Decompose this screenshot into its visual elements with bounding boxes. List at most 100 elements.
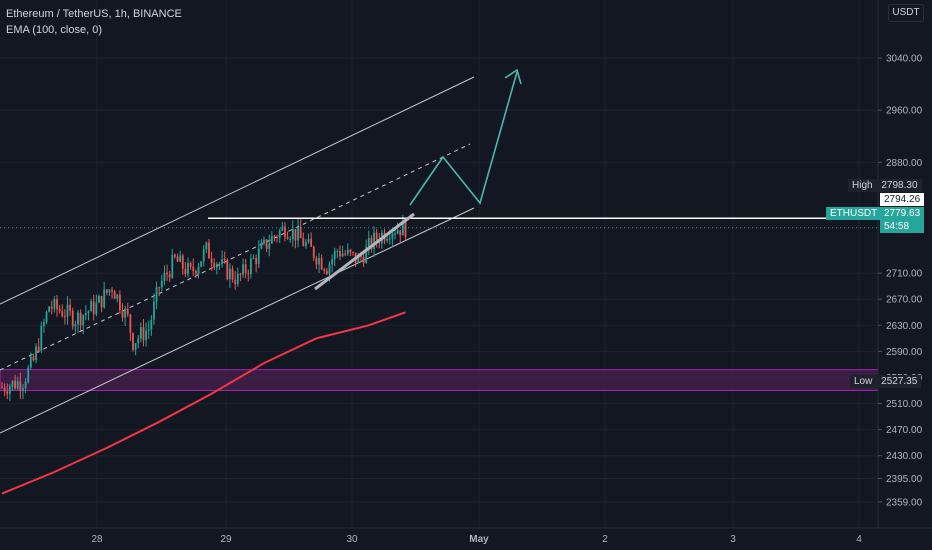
candle-body bbox=[192, 266, 195, 271]
candle bbox=[339, 245, 341, 261]
candle bbox=[391, 231, 394, 248]
candle-body bbox=[113, 291, 116, 299]
candle-body bbox=[66, 304, 69, 317]
candle-body bbox=[111, 289, 113, 292]
user-drawings bbox=[0, 68, 878, 291]
candle bbox=[373, 226, 375, 258]
candle-body bbox=[35, 346, 37, 361]
candle-body bbox=[307, 238, 310, 243]
candle-body bbox=[160, 280, 163, 288]
candle bbox=[142, 318, 145, 347]
candle bbox=[1, 382, 3, 389]
candle-body bbox=[187, 263, 189, 275]
candle-body bbox=[362, 256, 365, 264]
candle bbox=[346, 243, 349, 256]
candle bbox=[404, 219, 407, 240]
indicator-title[interactable]: EMA (100, close, 0) bbox=[6, 24, 102, 36]
candle-body bbox=[181, 255, 184, 269]
candle-body bbox=[215, 264, 218, 268]
candle bbox=[22, 384, 24, 400]
candle-body bbox=[3, 387, 6, 392]
candle-body bbox=[77, 312, 79, 325]
candle bbox=[40, 321, 43, 354]
candle-body bbox=[373, 232, 375, 250]
candle-body bbox=[278, 230, 281, 238]
candle-body bbox=[32, 356, 35, 361]
candle bbox=[82, 314, 85, 335]
candle bbox=[310, 232, 313, 247]
projection-arrowhead bbox=[504, 68, 522, 85]
candle bbox=[187, 257, 189, 278]
candle-body bbox=[336, 251, 339, 253]
candle bbox=[189, 261, 192, 270]
candle-body bbox=[200, 261, 203, 267]
candle bbox=[95, 294, 98, 317]
candle-body bbox=[352, 251, 354, 253]
candle bbox=[276, 234, 278, 243]
candle-body bbox=[281, 226, 284, 231]
candle bbox=[158, 286, 161, 297]
candle bbox=[35, 343, 37, 364]
candle-body bbox=[121, 310, 124, 318]
candle bbox=[103, 281, 106, 309]
candle bbox=[307, 233, 310, 244]
candle bbox=[69, 298, 72, 316]
candle bbox=[344, 249, 347, 257]
candle bbox=[45, 310, 48, 325]
candle-body bbox=[404, 220, 407, 238]
candle-body bbox=[166, 272, 168, 275]
candle-body bbox=[205, 242, 208, 250]
candle-body bbox=[58, 309, 61, 312]
bar-countdown: 54:58 bbox=[884, 221, 910, 232]
candle-body bbox=[145, 330, 147, 341]
candle-body bbox=[189, 263, 192, 267]
candle-body bbox=[142, 327, 145, 341]
candle-body bbox=[291, 229, 294, 239]
candle bbox=[24, 378, 27, 394]
candle-body bbox=[100, 296, 103, 308]
last-price-value: 2779.63 bbox=[884, 208, 921, 219]
price-tick-label: 2710.00 bbox=[886, 269, 923, 280]
candle bbox=[126, 302, 129, 317]
candle bbox=[302, 232, 305, 247]
candle bbox=[278, 228, 281, 244]
price-tick-label: 2960.00 bbox=[886, 106, 923, 117]
candle-body bbox=[126, 308, 129, 315]
candle bbox=[176, 253, 179, 262]
time-axis[interactable]: 28 29 30 May 2 3 4 bbox=[91, 534, 862, 545]
candle bbox=[145, 322, 147, 347]
candle-body bbox=[284, 226, 286, 238]
candle-body bbox=[242, 264, 244, 275]
support-zone-box bbox=[0, 369, 879, 392]
candle-body bbox=[14, 380, 16, 389]
currency-button[interactable]: USDT bbox=[888, 4, 924, 22]
rising-trendline bbox=[314, 212, 415, 291]
price-tick-label: 2630.00 bbox=[886, 321, 923, 332]
candle bbox=[299, 218, 302, 239]
candle bbox=[226, 258, 229, 281]
candle bbox=[166, 264, 168, 281]
candle-body bbox=[87, 311, 90, 314]
candle bbox=[181, 253, 184, 275]
time-tick-label: 4 bbox=[856, 534, 862, 545]
candle-body bbox=[250, 258, 252, 274]
candle-body bbox=[171, 254, 174, 278]
candle bbox=[92, 294, 95, 321]
candle bbox=[132, 332, 134, 352]
candle bbox=[367, 230, 370, 255]
candle-body bbox=[184, 268, 187, 275]
candle bbox=[399, 230, 402, 243]
symbol-title[interactable]: Ethereum / TetherUS, 1h, BINANCE bbox=[6, 8, 182, 20]
candle bbox=[56, 295, 58, 317]
candle bbox=[19, 372, 22, 400]
candle bbox=[239, 272, 242, 282]
candle bbox=[37, 338, 40, 354]
candle bbox=[244, 259, 247, 279]
horizontal-line-price-tag: 2794.26 bbox=[880, 193, 925, 206]
candle bbox=[6, 383, 9, 400]
candle-body bbox=[391, 233, 394, 239]
candle-body bbox=[341, 253, 344, 257]
candle-body bbox=[163, 272, 166, 281]
candle-body bbox=[357, 255, 360, 264]
